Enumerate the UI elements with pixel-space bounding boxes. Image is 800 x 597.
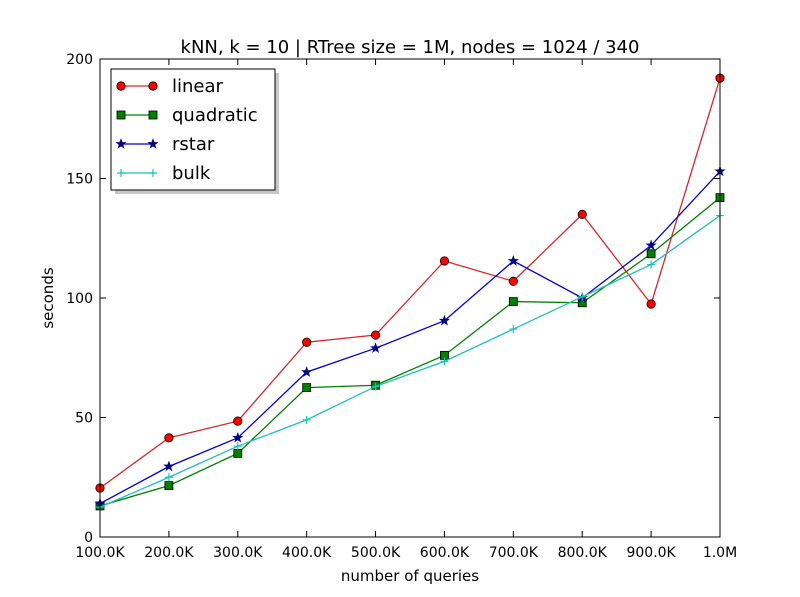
y-tick-label-50: 50 [75,411,93,427]
x-tick-label-9: 900.0K [626,545,676,561]
x-tick-label-6: 600.0K [420,545,470,561]
data-point-quadratic-9 [646,249,656,259]
data-point-rstar-2 [163,460,175,472]
data-point-quadratic-3 [233,448,243,458]
legend-label-linear: linear [172,76,224,97]
x-tick-label-5: 500.0K [351,545,401,561]
data-point-linear-5 [370,330,381,340]
y-tick-label-200: 200 [66,52,93,68]
legend-marker-left-bulk [117,169,125,177]
legend-label-bulk: bulk [172,163,211,184]
data-point-rstar-9 [645,239,657,251]
legend-marker-left-rstar [115,138,127,149]
data-point-linear-3 [233,416,243,426]
series-line-quadratic [99,197,721,507]
legend-marker-left-linear [116,81,126,91]
data-point-bulk-2 [164,473,173,482]
data-point-linear-9 [646,299,656,309]
series-line-linear [99,77,721,489]
x-tick-label-10: 1.0M [703,545,737,561]
legend-marker-left-quadratic [116,110,126,120]
data-point-linear-7 [508,276,518,286]
legend-box [110,68,276,191]
legend-marker-right-bulk [149,169,157,177]
data-point-rstar-7 [507,255,519,266]
legend-marker-right-rstar [147,138,159,149]
y-tick-label-0: 0 [84,530,93,546]
y-axis-label: seconds [39,267,57,328]
data-point-bulk-6 [440,357,449,366]
legend-marker-right-quadratic [148,110,158,120]
legend: linear quadratic rstar bulk [110,68,279,194]
y-tick-label-150: 150 [66,172,93,188]
x-tick-label-8: 800.0K [558,545,608,561]
legend-label-quadratic: quadratic [172,105,258,126]
y-tick-label-100: 100 [66,291,93,307]
data-point-rstar-3 [232,431,244,443]
data-point-bulk-9 [647,260,656,269]
x-tick-label-7: 700.0K [489,545,539,561]
x-tick-label-1: 100.0K [75,545,125,561]
data-point-linear-6 [439,256,450,266]
data-point-quadratic-7 [508,297,518,306]
data-point-rstar-4 [301,366,313,377]
data-point-bulk-8 [578,292,587,301]
data-point-bulk-4 [302,415,311,424]
series-line-bulk [99,215,721,508]
x-tick-label-2: 200.0K [144,545,194,561]
data-point-quadratic-2 [164,481,174,491]
data-point-rstar-5 [369,342,382,353]
legend-marker-right-linear [148,81,158,91]
data-point-linear-2 [164,433,174,443]
data-point-bulk-7 [509,325,518,334]
data-point-linear-4 [302,337,312,347]
data-point-bulk-5 [371,382,380,391]
x-tick-label-4: 400.0K [282,545,332,561]
x-axis-label: number of queries [341,567,479,585]
x-tick-label-3: 300.0K [213,545,263,561]
series-line-rstar [99,170,721,505]
legend-label-rstar: rstar [172,134,215,155]
data-point-bulk-3 [233,442,242,451]
plot-layer: 0 50 100 150 200 100.0K 200.0K 300.0K 400.0K 500.… [66,52,737,561]
data-point-rstar-6 [438,314,451,326]
chart-title: kNN, k = 10 | RTree size = 1M, nodes = 1… [181,37,640,58]
data-point-linear-8 [577,209,587,219]
data-point-quadratic-4 [302,383,312,393]
